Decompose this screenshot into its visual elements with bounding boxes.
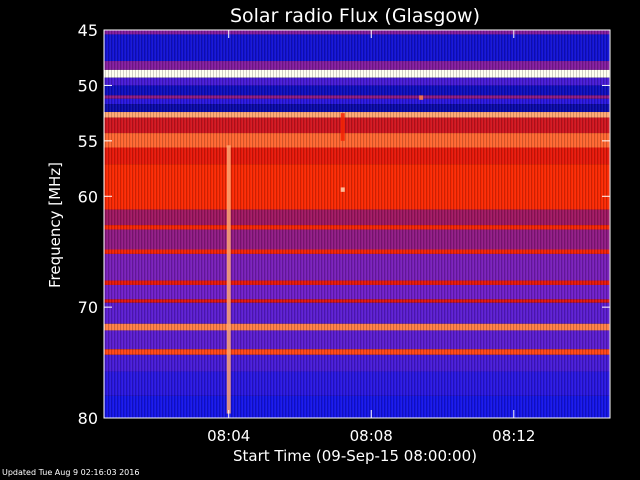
x-tick-label: 08:12 [492, 427, 535, 445]
y-axis-label: Frequency [MHz] [46, 162, 64, 288]
chart-title: Solar radio Flux (Glasgow) [230, 5, 480, 27]
radio-burst [226, 145, 231, 414]
x-axis: 08:04 08:08 08:12 [207, 30, 535, 445]
y-tick-label: 80 [78, 409, 98, 428]
radio-burst [340, 113, 345, 141]
radio-burst [419, 95, 424, 100]
y-tick-label: 45 [78, 21, 98, 40]
x-tick-label: 08:08 [350, 427, 393, 445]
plot-area [103, 29, 611, 419]
radio-burst [340, 187, 345, 192]
noise-texture [104, 30, 610, 418]
update-timestamp: Updated Tue Aug 9 02:16:03 2016 [2, 468, 140, 477]
x-axis-label: Start Time (09-Sep-15 08:00:00) [233, 447, 477, 465]
plot-frame [103, 29, 611, 419]
y-tick-label: 55 [78, 132, 98, 151]
y-tick-label: 70 [78, 298, 98, 317]
x-tick-label: 08:04 [207, 427, 250, 445]
y-tick-label: 60 [78, 187, 98, 206]
y-axis: 45 50 55 60 70 80 [78, 21, 610, 428]
y-tick-label: 50 [78, 76, 98, 95]
